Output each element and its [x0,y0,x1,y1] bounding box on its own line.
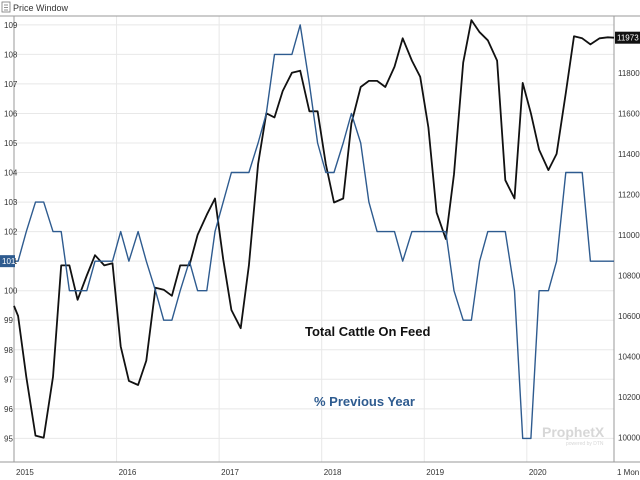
x-tick-label: 2018 [324,468,342,477]
y-left-tick-label: 100 [4,287,18,296]
y-left-tick-label: 103 [4,198,18,207]
y-left-tick-label: 107 [4,80,18,89]
y-right-tick-label: 11200 [618,190,640,199]
y-right-tick-label: 11000 [618,231,640,240]
annotation-previous-year: % Previous Year [314,394,415,409]
y-left-tick-label: 99 [4,316,13,325]
y-left-tick-label: 97 [4,375,13,384]
y-left-tick-label: 105 [4,139,18,148]
watermark-text: ProphetX [542,424,605,440]
y-left-tick-label: 106 [4,109,18,118]
x-tick-label: 2016 [119,468,137,477]
y-right-tick-label: 10600 [618,312,640,321]
series-layer [13,19,615,440]
y-left-tick-label: 109 [4,21,18,30]
y-right-tick-label: 11400 [618,150,640,159]
y-left-tick-label: 98 [4,346,13,355]
window-title: Price Window [13,3,69,13]
last-value-tag-right-text: 11973 [617,34,639,43]
series-line-previous-year [14,24,614,440]
y-left-tick-label: 95 [4,434,13,443]
x-tick-label: 2019 [426,468,444,477]
annotation-total-cattle-on-feed: Total Cattle On Feed [305,324,430,339]
grid [13,16,614,462]
prophetx-watermark: ProphetX powered by DTN [542,424,605,447]
y-right-tick-label: 10200 [618,393,640,402]
x-interval-label[interactable]: 1 Mon [617,468,639,477]
x-tick-label: 2020 [529,468,547,477]
last-value-tag-left-text: 101 [2,257,16,266]
y-right-tick-label: 10800 [618,271,640,280]
last-value-tag-right [615,31,640,44]
y-left-tick-label: 104 [4,169,18,178]
x-tick-label: 2017 [221,468,239,477]
chart-menu-icon[interactable] [1,1,11,13]
y-right-tick-label: 11800 [618,69,640,78]
x-tick-label: 2015 [16,468,34,477]
plot-frame [0,15,640,463]
y-left-tick-label: 108 [4,50,18,59]
window-header: Price Window [1,1,69,13]
watermark-subtext: powered by DTN [566,441,604,447]
y-left-tick-label: 96 [4,405,13,414]
last-value-tag-left [0,255,15,268]
y-right-tick-label: 10400 [618,353,640,362]
y-right-tick-label: 11600 [618,109,640,118]
y-right-tick-label: 10000 [618,434,640,443]
axes: 95 96 97 98 99 100 101 102 103 104 105 106 107 108 109… [0,21,640,477]
y-left-tick-label: 102 [4,228,18,237]
